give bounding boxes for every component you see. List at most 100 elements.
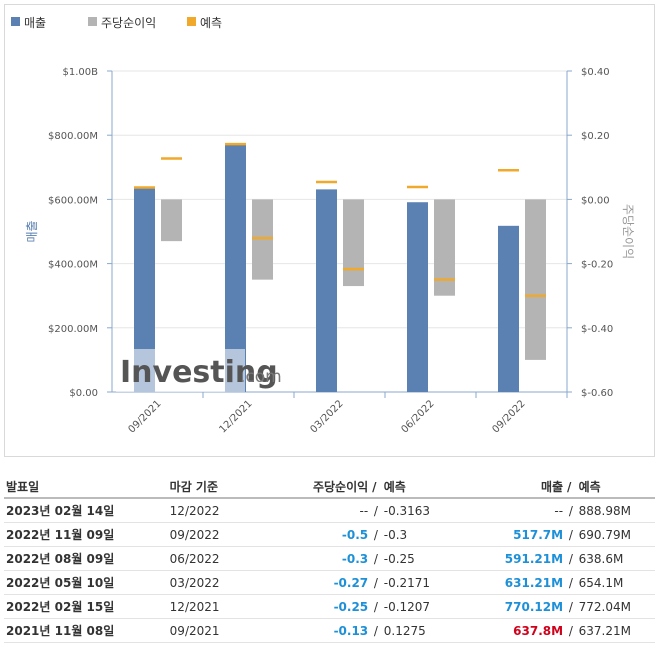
header-period[interactable]: 마감 기준 (167, 476, 276, 499)
earnings-chart: $0.00 $200.00M $400.00M $600.00M $800.00M $1.… (25, 67, 635, 435)
table-row: 2022년 05월 10일 03/2022 -0.27/-0.2171 631.21M… (4, 570, 655, 595)
cell-revenue: -- (483, 498, 566, 523)
watermark-logo-suffix: .com (240, 367, 282, 387)
header-separator: / (565, 476, 577, 499)
cell-revenue: 637.8M (483, 618, 566, 643)
y-tick-label: $400.00M (48, 260, 98, 271)
cell-date: 2021년 11월 08일 (4, 618, 168, 643)
cell-eps: -0.5 (275, 522, 371, 547)
table-row: 2022년 02월 15일 12/2021 -0.25/-0.1207 770.12M… (4, 594, 655, 619)
x-tick-label: 03/2022 (308, 398, 345, 435)
cell-separator: / (565, 594, 577, 619)
cell-period: 12/2021 (167, 594, 276, 619)
y2-tick-label: $-0.20 (581, 260, 613, 271)
cell-separator: / (370, 594, 382, 619)
cell-eps-forecast: -0.3 (381, 522, 484, 547)
legend-label-eps: 주당순이익 (101, 16, 157, 30)
cell-eps-forecast: -0.1207 (381, 594, 484, 619)
eps-bar (434, 199, 455, 296)
y2-tick-label: $-0.60 (581, 388, 613, 399)
cell-separator: / (565, 570, 577, 595)
y2-axis-title: 주당순이익 (621, 204, 635, 259)
cell-period: 06/2022 (167, 546, 276, 571)
y-tick-label: $200.00M (48, 324, 98, 335)
y-tick-label: $1.00B (63, 67, 99, 78)
legend-swatch-revenue (11, 17, 20, 26)
legend-label-forecast: 예측 (200, 16, 223, 30)
cell-separator: / (565, 498, 577, 523)
cell-revenue: 517.7M (483, 522, 566, 547)
revenue-bar (225, 144, 246, 392)
table-row: 2021년 11월 08일 09/2021 -0.13/0.1275 637.8M/6… (4, 618, 655, 643)
y-axis-title: 매출 (25, 220, 39, 242)
cell-separator: / (370, 618, 382, 643)
y-tick-label: $600.00M (48, 195, 98, 206)
cell-revenue-forecast: 690.79M (576, 522, 655, 547)
cell-separator: / (370, 522, 382, 547)
cell-date: 2022년 08월 09일 (4, 546, 168, 571)
x-tick-label: 09/2021 (126, 398, 163, 435)
cell-revenue-forecast: 638.6M (576, 546, 655, 571)
eps-bar (343, 199, 364, 287)
cell-eps: -0.13 (275, 618, 371, 643)
cell-eps-forecast: -0.2171 (381, 570, 484, 595)
header-revenue-forecast[interactable]: 예측 (576, 476, 655, 499)
table-row: 2022년 11월 09일 09/2022 -0.5/-0.3 517.7M/690.… (4, 522, 655, 547)
cell-revenue: 591.21M (483, 546, 566, 571)
earnings-table: 발표일 마감 기준 주당순이익 / 예측 매출 / 예측 2023년 02월 1… (4, 476, 655, 643)
cell-eps-forecast: 0.1275 (381, 618, 484, 643)
cell-eps: -0.27 (275, 570, 371, 595)
cell-revenue-forecast: 772.04M (576, 594, 655, 619)
legend-swatch-forecast (187, 17, 196, 26)
header-separator: / (370, 476, 382, 499)
y-tick-label: $800.00M (48, 131, 98, 142)
table-row: 2022년 08월 09일 06/2022 -0.3/-0.25 591.21M/63… (4, 546, 655, 571)
legend-label-revenue: 매출 (24, 16, 47, 30)
revenue-bar (316, 189, 337, 392)
table-header-row: 발표일 마감 기준 주당순이익 / 예측 매출 / 예측 (4, 476, 655, 499)
cell-separator: / (370, 570, 382, 595)
legend-swatch-eps (88, 17, 97, 26)
cell-revenue-forecast: 654.1M (576, 570, 655, 595)
watermark-logo: Investing (120, 355, 278, 390)
header-revenue[interactable]: 매출 (483, 476, 566, 499)
x-tick-label: 09/2022 (490, 398, 527, 435)
cell-revenue: 770.12M (483, 594, 566, 619)
cell-date: 2022년 02월 15일 (4, 594, 168, 619)
cell-separator: / (565, 618, 577, 643)
header-eps-forecast[interactable]: 예측 (381, 476, 484, 499)
cell-separator: / (565, 546, 577, 571)
x-tick-label: 12/2021 (217, 398, 254, 435)
header-date[interactable]: 발표일 (4, 476, 168, 499)
y2-tick-label: $0.00 (581, 195, 610, 206)
revenue-bar (407, 202, 428, 392)
cell-revenue-forecast: 637.21M (576, 618, 655, 643)
cell-date: 2022년 11월 09일 (4, 522, 168, 547)
cell-eps-forecast: -0.25 (381, 546, 484, 571)
y2-tick-label: $-0.40 (581, 324, 613, 335)
cell-separator: / (565, 522, 577, 547)
table-row: 2023년 02월 14일 12/2022 -- / -0.3163 --/888.98M (4, 498, 655, 523)
watermark-backdrop (116, 349, 245, 392)
y2-tick-label: $0.20 (581, 131, 610, 142)
cell-date: 2023년 02월 14일 (4, 498, 168, 523)
y2-tick-label: $0.40 (581, 67, 610, 78)
eps-bar (252, 199, 273, 280)
cell-period: 03/2022 (167, 570, 276, 595)
cell-period: 12/2022 (167, 498, 276, 523)
cell-separator: / (370, 498, 382, 523)
eps-bar (525, 199, 546, 360)
cell-revenue-forecast: 888.98M (576, 498, 655, 523)
cell-period: 09/2022 (167, 522, 276, 547)
x-tick-label: 06/2022 (399, 398, 436, 435)
cell-eps: -- (275, 498, 371, 523)
cell-eps-forecast: -0.3163 (381, 498, 484, 523)
revenue-bar (498, 225, 519, 392)
cell-revenue: 631.21M (483, 570, 566, 595)
cell-separator: / (370, 546, 382, 571)
cell-period: 09/2021 (167, 618, 276, 643)
cell-eps: -0.3 (275, 546, 371, 571)
cell-date: 2022년 05월 10일 (4, 570, 168, 595)
header-eps[interactable]: 주당순이익 (275, 476, 371, 499)
y-tick-label: $0.00 (69, 388, 98, 399)
